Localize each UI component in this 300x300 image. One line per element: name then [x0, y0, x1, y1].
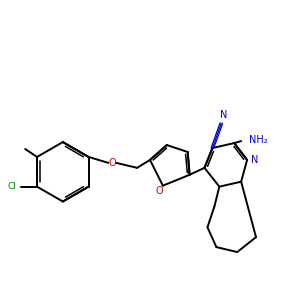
Text: NH₂: NH₂: [249, 135, 268, 145]
Text: Cl: Cl: [8, 182, 16, 191]
Text: O: O: [109, 158, 116, 168]
Text: N: N: [251, 155, 259, 165]
Text: N: N: [220, 110, 227, 120]
Text: O: O: [155, 186, 163, 196]
